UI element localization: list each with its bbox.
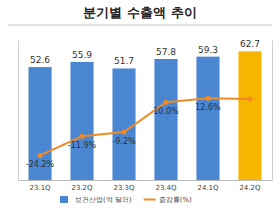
x-tick-label: 23.4Q [155, 184, 177, 192]
x-tick-label: 23.3Q [113, 184, 135, 192]
line-label: -11.9% [68, 141, 97, 150]
y-axis [18, 41, 19, 181]
marker [205, 96, 210, 101]
x-tick-label: 23.1Q [29, 184, 51, 192]
marker [247, 96, 252, 101]
bar-label: 55.9 [72, 50, 92, 60]
legend: 보건산업(억 달러) 증감률(%) [60, 196, 192, 204]
legend-swatch [144, 199, 156, 201]
bar [238, 51, 261, 180]
bar [70, 62, 93, 180]
data-labels: 52.6 55.9 51.7 57.8 59.3 62.7 -24.2% -11.9% -9.2… [26, 39, 260, 169]
bar-label: 62.7 [240, 39, 260, 49]
legend-label: 보건산업(억 달러) [75, 196, 132, 204]
marker [38, 153, 43, 158]
line-label: 10.0% [153, 107, 179, 116]
bar-label: 52.6 [30, 55, 50, 65]
y-axis-line [18, 41, 19, 181]
plot-area [28, 51, 261, 180]
legend-label: 증감률(%) [159, 196, 192, 204]
x-tick: 24.1Q [197, 180, 219, 192]
x-axis: 23.1Q 23.2Q 23.3Q 23.4Q 24.1Q 24.2Q [19, 180, 273, 192]
legend-item: 증감률(%) [144, 196, 192, 204]
marker [163, 100, 168, 105]
x-tick-label: 24.1Q [197, 184, 219, 192]
x-tick: 23.2Q [71, 180, 93, 192]
x-tick-label: 23.2Q [71, 184, 93, 192]
title-rule [8, 25, 272, 26]
bar [196, 57, 219, 180]
line-label: 12.6% [195, 103, 221, 112]
title: 분기별 수출액 추이 [83, 5, 196, 20]
bar-label: 51.7 [114, 56, 134, 66]
bar-label: 59.3 [198, 45, 218, 55]
legend-swatch [60, 196, 68, 203]
y2-axis-line [272, 41, 273, 181]
line-label: -24.2% [26, 160, 55, 169]
chart: 분기별 수출액 추이 52.6 55.9 51.7 57.8 59.3 62.7 -24.2%… [0, 0, 280, 210]
x-tick-label: 24.2Q [239, 184, 261, 192]
line [40, 98, 250, 155]
x-axis-line [19, 180, 273, 181]
legend-item: 보건산업(억 달러) [60, 196, 132, 204]
bar-label: 57.8 [156, 47, 176, 57]
bar [154, 59, 177, 180]
marker [80, 134, 85, 139]
y2-axis [272, 41, 273, 181]
bar [112, 68, 135, 180]
marker [122, 130, 127, 135]
x-tick: 23.1Q [29, 180, 51, 192]
x-tick: 23.3Q [113, 180, 135, 192]
line-label: -9.2% [112, 137, 136, 146]
x-tick: 23.4Q [155, 180, 177, 192]
x-tick: 24.2Q [239, 180, 261, 192]
